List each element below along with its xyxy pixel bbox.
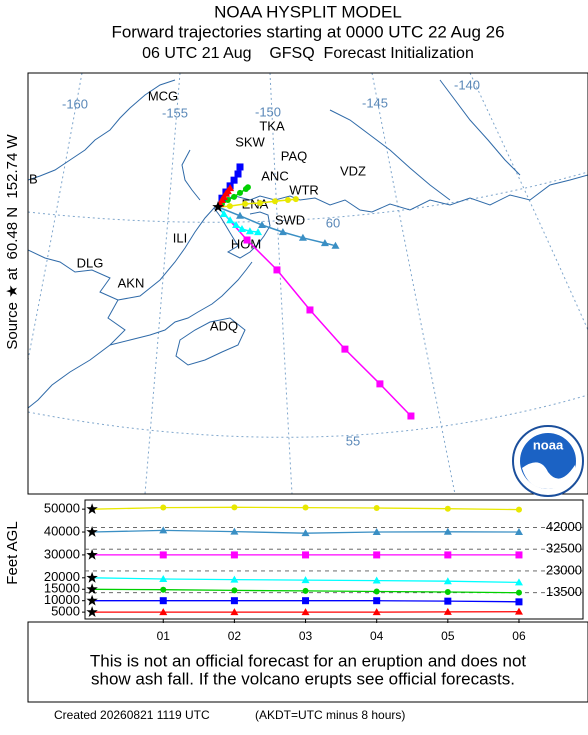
marker bbox=[373, 597, 380, 604]
marker bbox=[237, 163, 244, 170]
x-tick-label: 03 bbox=[299, 629, 313, 643]
marker bbox=[235, 171, 242, 178]
marker bbox=[160, 551, 167, 558]
place-label: DLG bbox=[77, 255, 104, 270]
marker bbox=[237, 190, 243, 196]
marker bbox=[303, 588, 309, 594]
x-tick-label: 05 bbox=[441, 629, 455, 643]
lon-label: -160 bbox=[62, 96, 88, 111]
marker bbox=[306, 306, 313, 313]
lat-label: 60 bbox=[326, 215, 340, 230]
marker bbox=[293, 196, 299, 202]
marker bbox=[516, 590, 522, 596]
marker bbox=[373, 551, 380, 558]
place-label: MCG bbox=[148, 88, 178, 103]
disclaimer: This is not an official forecast for an … bbox=[90, 651, 527, 670]
right-tick-label: 42000 bbox=[546, 519, 582, 534]
marker bbox=[407, 413, 414, 420]
marker bbox=[374, 589, 380, 595]
y-tick-label: 5000 bbox=[51, 604, 80, 619]
place-label: AKN bbox=[118, 275, 145, 290]
timezone-note: (AKDT=UTC minus 8 hours) bbox=[255, 708, 405, 722]
place-label: B bbox=[29, 171, 38, 186]
marker bbox=[231, 587, 237, 593]
marker bbox=[257, 200, 263, 206]
marker bbox=[231, 194, 237, 200]
place-label: PAQ bbox=[281, 148, 308, 163]
marker bbox=[231, 597, 238, 604]
marker bbox=[303, 505, 309, 511]
marker bbox=[444, 551, 451, 558]
marker bbox=[272, 198, 278, 204]
lon-label: -140 bbox=[454, 77, 480, 92]
lon-label: -145 bbox=[362, 95, 388, 110]
logo-text: noaa bbox=[533, 437, 564, 452]
marker bbox=[245, 184, 251, 190]
created: Created 20260821 1119 UTC bbox=[54, 708, 210, 722]
y-axis-title: Feet AGL bbox=[4, 521, 21, 584]
place-label: ANC bbox=[261, 168, 288, 183]
marker bbox=[227, 203, 233, 209]
lon-label: -150 bbox=[255, 104, 281, 119]
y-tick-label: 30000 bbox=[44, 546, 80, 561]
right-tick-label: 23000 bbox=[546, 562, 582, 577]
source-label: Source ★ at 60.48 N 152.74 W bbox=[4, 134, 21, 350]
x-tick-label: 02 bbox=[228, 629, 242, 643]
y-tick-label: 50000 bbox=[44, 501, 80, 516]
marker bbox=[516, 507, 522, 513]
marker bbox=[160, 597, 167, 604]
marker bbox=[374, 505, 380, 511]
place-label: ILI bbox=[173, 230, 187, 245]
marker bbox=[376, 380, 383, 387]
place-label: ADQ bbox=[210, 318, 238, 333]
x-tick-label: 04 bbox=[370, 629, 384, 643]
marker bbox=[231, 504, 237, 510]
y-tick-label: 40000 bbox=[44, 523, 80, 538]
marker bbox=[515, 551, 522, 558]
marker bbox=[273, 266, 280, 273]
marker bbox=[160, 505, 166, 511]
place-label: SKW bbox=[235, 134, 265, 149]
place-label: VDZ bbox=[340, 163, 366, 178]
title: NOAA HYSPLIT MODEL bbox=[214, 2, 402, 21]
marker bbox=[285, 197, 291, 203]
marker bbox=[445, 589, 451, 595]
init-line: 06 UTC 21 Aug GFSQ Forecast Initializati… bbox=[142, 45, 474, 62]
place-label: SWD bbox=[275, 212, 305, 227]
right-tick-label: 32500 bbox=[546, 541, 582, 556]
place-label: WTR bbox=[289, 182, 319, 197]
noaa-logo: noaa bbox=[513, 426, 583, 496]
subtitle: Forward trajectories starting at 0000 UT… bbox=[111, 22, 504, 41]
marker bbox=[231, 551, 238, 558]
lon-label: -155 bbox=[162, 105, 188, 120]
right-tick-label: 13500 bbox=[546, 584, 582, 599]
marker bbox=[341, 346, 348, 353]
marker bbox=[515, 598, 522, 605]
marker bbox=[444, 598, 451, 605]
disclaimer: show ash fall. If the volcano erupts see… bbox=[91, 669, 515, 688]
marker bbox=[244, 237, 251, 244]
lat-label: 55 bbox=[346, 433, 360, 448]
marker bbox=[302, 551, 309, 558]
marker bbox=[231, 177, 238, 184]
x-tick-label: 01 bbox=[157, 629, 171, 643]
marker bbox=[242, 201, 248, 207]
x-tick-label: 06 bbox=[512, 629, 526, 643]
marker bbox=[160, 587, 166, 593]
marker bbox=[445, 506, 451, 512]
marker bbox=[302, 597, 309, 604]
place-label: TKA bbox=[259, 118, 285, 133]
